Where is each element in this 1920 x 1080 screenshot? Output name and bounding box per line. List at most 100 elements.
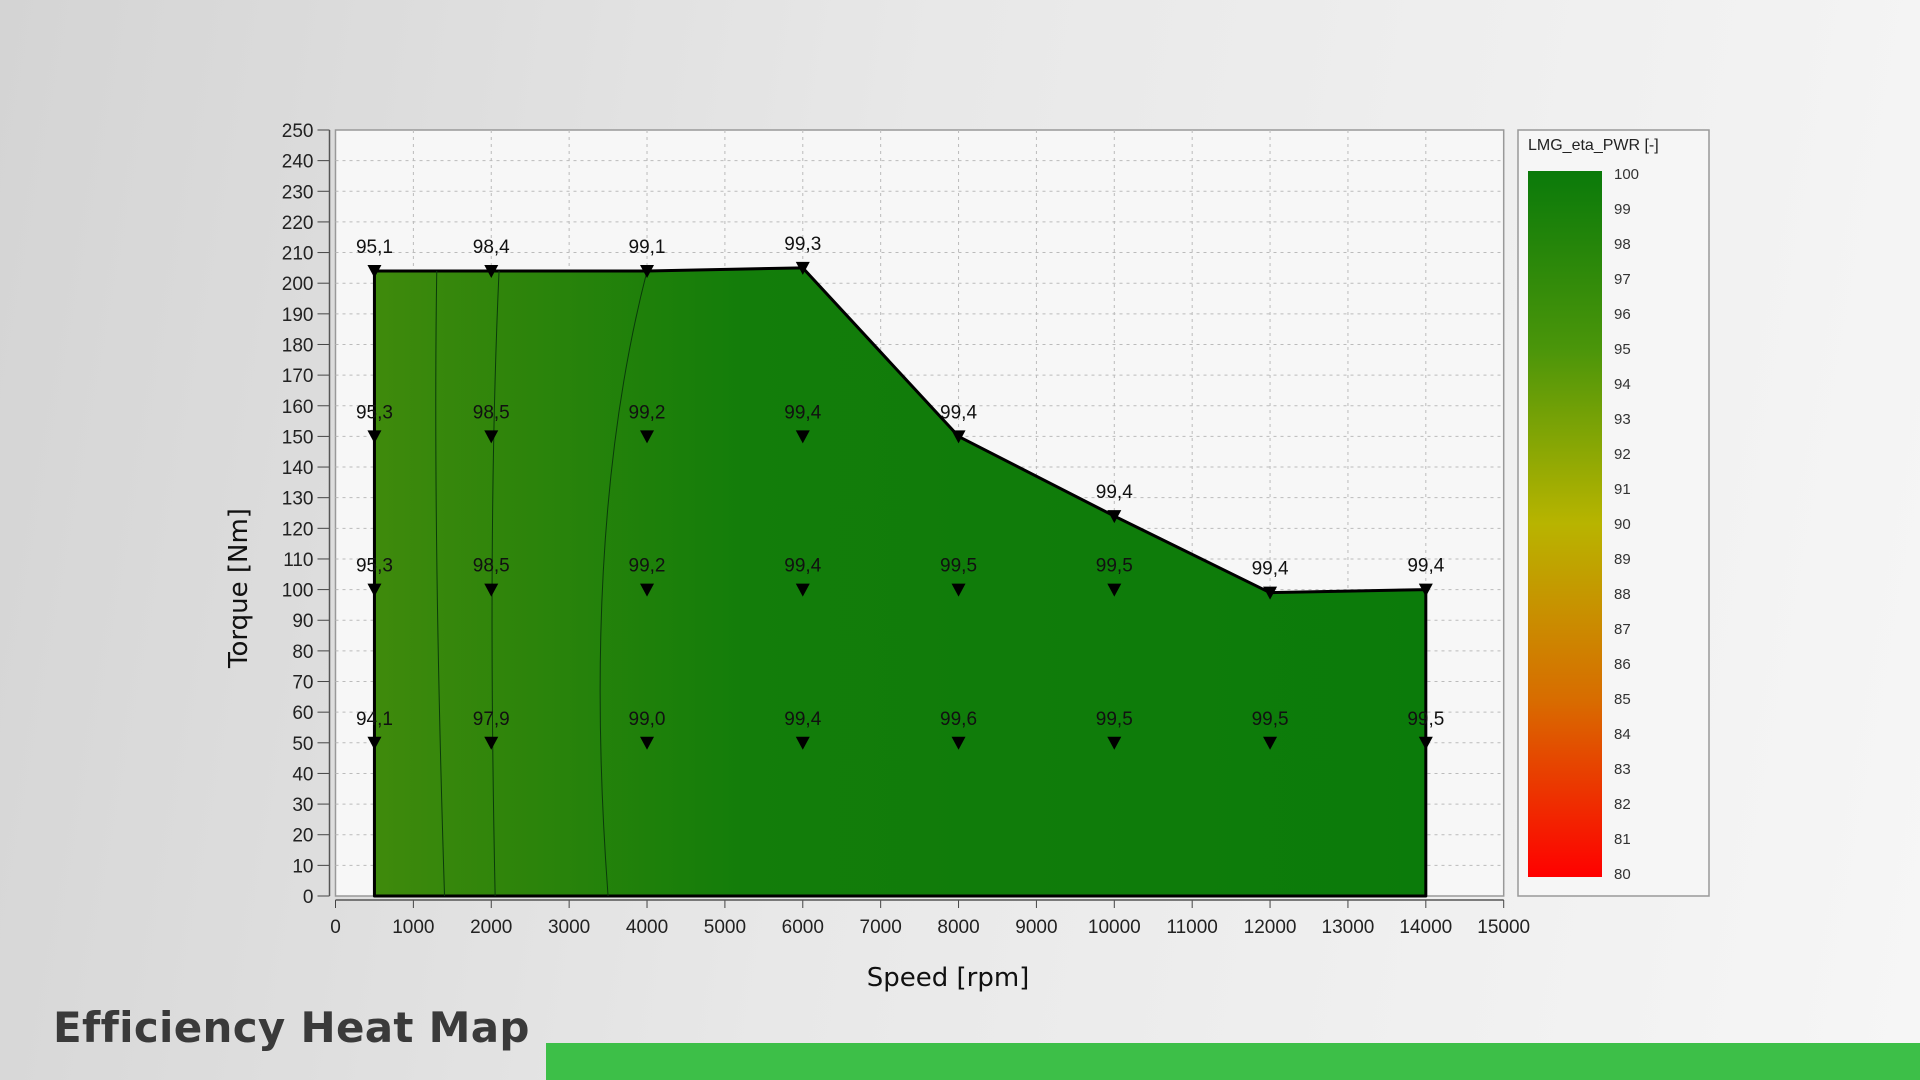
y-tick-label: 250 [282, 121, 314, 142]
data-point-label: 99,6 [940, 709, 977, 730]
colorbar-tick-label: 96 [1614, 306, 1631, 323]
y-tick-label: 150 [282, 427, 314, 448]
y-tick-label: 10 [292, 856, 313, 877]
data-point-label: 99,5 [1096, 709, 1133, 730]
x-tick-label: 6000 [782, 917, 824, 938]
x-tick-label: 15000 [1477, 917, 1530, 938]
y-tick-label: 90 [292, 611, 313, 632]
colorbar-tick-label: 81 [1614, 831, 1631, 848]
x-tick-label: 13000 [1322, 917, 1375, 938]
data-point-marker [1418, 736, 1433, 750]
x-tick-label: 7000 [860, 917, 902, 938]
y-tick-label: 170 [282, 366, 314, 387]
data-point-label: 99,5 [1252, 709, 1289, 730]
data-point-marker [1107, 736, 1122, 750]
data-point-label: 94,1 [356, 709, 393, 730]
accent-bar [546, 1043, 1920, 1080]
y-tick-label: 80 [292, 642, 313, 663]
y-tick-label: 200 [282, 274, 314, 295]
data-point-label: 97,9 [473, 709, 510, 730]
data-point-marker [640, 736, 655, 750]
data-point-marker [484, 583, 499, 597]
y-tick-label: 130 [282, 489, 314, 510]
data-point-marker [795, 583, 810, 597]
colorbar-tick-label: 80 [1614, 866, 1631, 883]
x-tick-label: 0 [330, 917, 341, 938]
data-point-label: 99,0 [629, 709, 666, 730]
data-point-marker [951, 736, 966, 750]
data-point-marker [951, 430, 966, 444]
y-tick-label: 70 [292, 673, 313, 694]
data-point-label: 99,2 [629, 556, 666, 577]
y-tick-label: 190 [282, 305, 314, 326]
contour-line [435, 270, 446, 897]
colorbar-tick-label: 100 [1614, 166, 1639, 183]
x-tick-label: 2000 [470, 917, 512, 938]
data-point-marker [1263, 586, 1278, 600]
colorbar-tick-label: 94 [1614, 376, 1631, 393]
data-point-marker [484, 264, 499, 278]
data-point-label: 99,4 [940, 402, 977, 423]
colorbar-tick-label: 82 [1614, 796, 1631, 813]
y-tick-label: 30 [292, 795, 313, 816]
colorbar-tick-label: 86 [1614, 656, 1631, 673]
data-point-marker [640, 583, 655, 597]
data-point-marker [367, 430, 382, 444]
colorbar-tick-label: 98 [1614, 236, 1631, 253]
y-tick-label: 210 [282, 244, 314, 265]
colorbar-tick-label: 90 [1614, 516, 1631, 533]
data-point-label: 98,4 [473, 237, 510, 258]
legend-title: LMG_eta_PWR [-] [1528, 137, 1659, 154]
data-point-label: 98,5 [473, 402, 510, 423]
data-point-marker [951, 583, 966, 597]
data-point-marker [640, 430, 655, 444]
colorbar-tick-label: 89 [1614, 551, 1631, 568]
colorbar-tick-label: 99 [1614, 201, 1631, 218]
x-tick-label: 3000 [548, 917, 590, 938]
data-point-label: 98,5 [473, 556, 510, 577]
data-point-label: 99,4 [1407, 556, 1444, 577]
x-tick-label: 10000 [1088, 917, 1141, 938]
data-point-marker [1107, 510, 1122, 524]
x-axis-label: Speed [rpm] [866, 963, 1030, 993]
y-tick-label: 120 [282, 519, 314, 540]
x-tick-label: 12000 [1244, 917, 1297, 938]
data-point-label: 99,4 [784, 709, 821, 730]
data-point-label: 99,3 [784, 234, 821, 255]
data-point-marker [1107, 583, 1122, 597]
y-tick-label: 0 [303, 887, 314, 908]
contour-line [491, 270, 500, 897]
data-point-marker [367, 583, 382, 597]
colorbar-tick-label: 85 [1614, 691, 1631, 708]
data-point-marker [484, 430, 499, 444]
y-tick-label: 230 [282, 182, 314, 203]
colorbar-tick-label: 84 [1614, 726, 1631, 743]
data-point-label: 99,5 [940, 556, 977, 577]
data-point-label: 99,4 [784, 556, 821, 577]
data-point-label: 99,2 [629, 402, 666, 423]
colorbar-tick-label: 97 [1614, 271, 1631, 288]
data-point-marker [484, 736, 499, 750]
data-point-marker [795, 736, 810, 750]
data-point-label: 99,4 [1096, 482, 1133, 503]
x-tick-label: 4000 [626, 917, 668, 938]
data-point-label: 99,1 [629, 237, 666, 258]
data-point-marker [795, 430, 810, 444]
x-tick-label: 1000 [392, 917, 434, 938]
y-axis-label: Torque [Nm] [224, 508, 254, 668]
y-tick-label: 240 [282, 152, 314, 173]
x-tick-label: 5000 [704, 917, 746, 938]
colorbar-tick-label: 95 [1614, 341, 1631, 358]
page-title: Efficiency Heat Map [53, 1003, 530, 1052]
x-tick-label: 11000 [1166, 917, 1217, 938]
y-tick-label: 100 [282, 581, 314, 602]
data-point-label: 99,4 [1252, 559, 1289, 580]
colorbar-tick-label: 88 [1614, 586, 1631, 603]
data-point-marker [795, 261, 810, 275]
y-tick-label: 60 [292, 703, 313, 724]
colorbar-tick-label: 87 [1614, 621, 1631, 638]
contour-line [599, 270, 648, 897]
data-point-label: 95,1 [356, 237, 393, 258]
y-tick-label: 110 [283, 550, 313, 571]
